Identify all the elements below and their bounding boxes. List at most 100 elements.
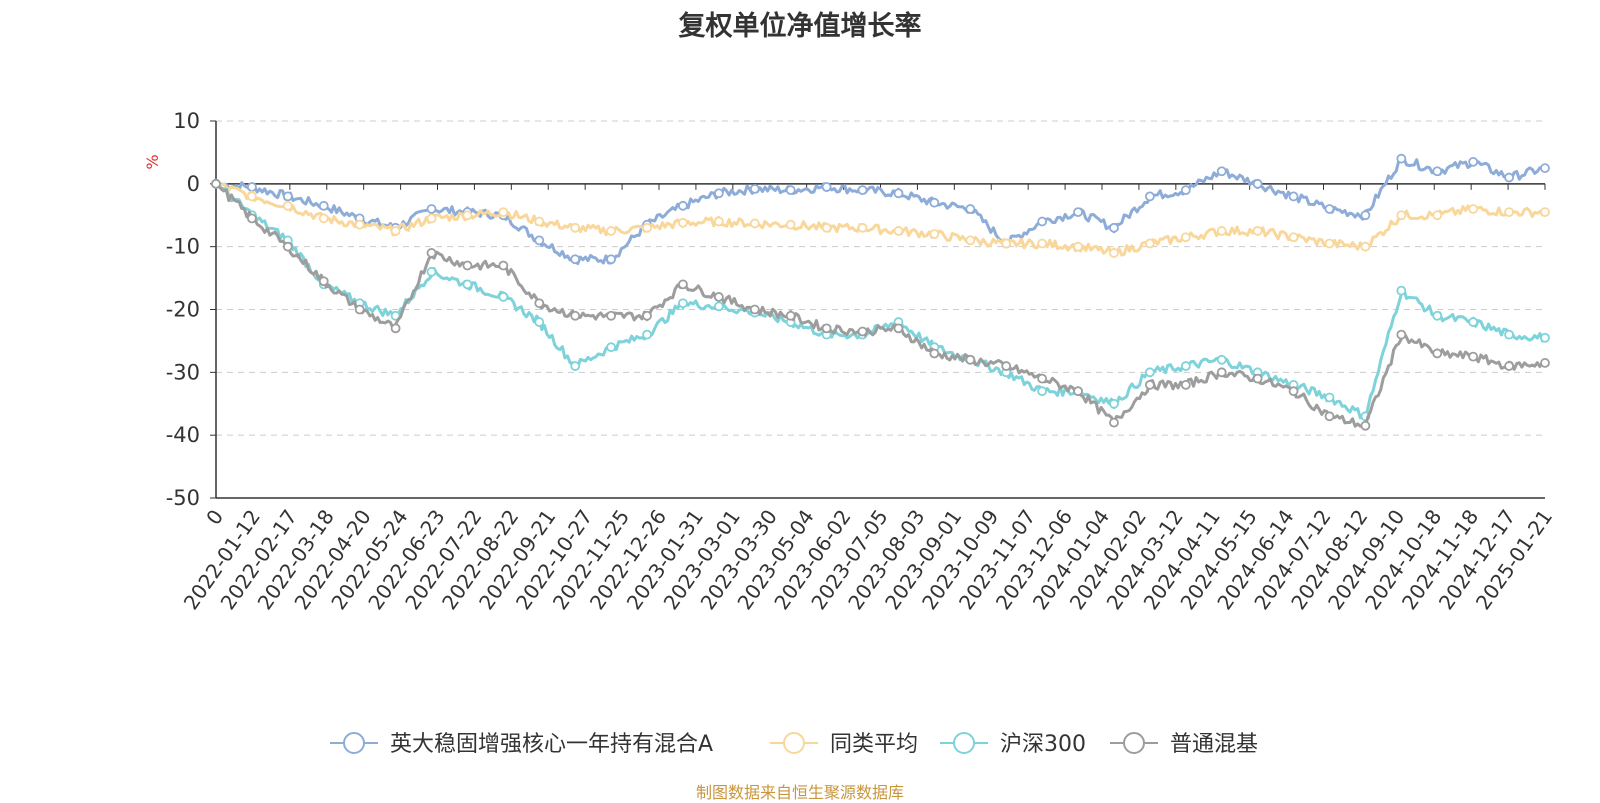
y-tick-label: 0	[187, 172, 200, 196]
data-point	[462, 279, 473, 290]
data-point	[1432, 166, 1443, 177]
data-point	[1144, 238, 1155, 249]
data-point	[1288, 232, 1299, 243]
data-point	[749, 218, 760, 229]
data-point	[929, 348, 940, 359]
data-point	[1180, 232, 1191, 243]
data-point	[1109, 398, 1119, 409]
data-point	[1468, 156, 1479, 167]
y-tick-label: -10	[166, 235, 200, 259]
data-point	[1324, 238, 1335, 249]
data-point	[1216, 354, 1227, 365]
data-point	[1468, 204, 1479, 214]
data-point	[1396, 285, 1407, 296]
data-point	[893, 188, 904, 199]
data-point	[1001, 238, 1012, 249]
data-point	[1432, 310, 1443, 321]
data-point	[318, 200, 329, 211]
legend-marker	[343, 732, 365, 754]
data-point	[1540, 332, 1550, 343]
data-point	[1540, 358, 1550, 368]
data-point	[821, 182, 832, 192]
data-point	[390, 226, 401, 236]
data-point	[426, 266, 437, 277]
data-point	[354, 304, 365, 315]
data-point	[534, 216, 545, 227]
series-line	[215, 154, 1546, 266]
data-point	[857, 326, 868, 337]
data-point	[893, 226, 904, 236]
data-point	[785, 219, 796, 230]
series-line	[215, 182, 1547, 421]
x-tick-label: 0	[201, 505, 228, 529]
data-point	[642, 310, 652, 321]
data-point	[426, 204, 437, 214]
data-point	[678, 200, 688, 211]
data-source-note: 制图数据来自恒生聚源数据库	[695, 783, 904, 802]
series-line	[215, 182, 1547, 257]
chart-title: 复权单位净值增长率	[678, 11, 922, 42]
data-point	[642, 222, 652, 233]
data-point	[1360, 420, 1371, 431]
data-point	[785, 185, 796, 196]
data-point	[426, 248, 437, 258]
data-point	[426, 213, 437, 224]
data-point	[282, 200, 293, 211]
data-point	[318, 276, 329, 287]
data-point	[1468, 317, 1479, 327]
y-tick-label: -20	[166, 298, 200, 322]
data-point	[965, 354, 976, 365]
data-point	[1432, 210, 1443, 221]
data-point	[1504, 329, 1514, 340]
data-point	[1396, 210, 1407, 221]
data-point	[1468, 351, 1479, 362]
data-point	[1037, 373, 1048, 384]
data-point	[1288, 386, 1299, 397]
data-point	[1252, 178, 1263, 189]
data-point	[929, 197, 940, 208]
data-point	[1073, 241, 1083, 252]
data-point	[713, 301, 724, 312]
data-point	[1216, 226, 1227, 236]
data-point	[749, 183, 760, 194]
y-axis-unit: %	[143, 154, 162, 169]
data-point	[965, 235, 976, 246]
legend-label: 沪深300	[1000, 732, 1086, 757]
data-point	[1037, 238, 1048, 249]
data-point	[282, 191, 293, 202]
data-point	[498, 292, 509, 302]
data-point	[462, 260, 473, 271]
data-point	[570, 254, 581, 265]
y-tick-label: -40	[166, 423, 200, 447]
data-point	[570, 222, 581, 233]
data-point	[1252, 226, 1263, 236]
data-point	[1396, 329, 1407, 340]
data-point	[1288, 191, 1299, 202]
data-point	[821, 222, 832, 233]
data-point	[1504, 172, 1514, 183]
data-point	[570, 361, 581, 371]
data-point	[247, 191, 257, 202]
y-tick-label: -30	[166, 360, 200, 384]
data-point	[390, 323, 401, 334]
data-point	[1504, 361, 1514, 371]
data-point	[354, 219, 365, 230]
data-point	[1037, 216, 1048, 227]
data-point	[1432, 348, 1443, 359]
legend-label: 普通混基	[1170, 732, 1258, 757]
data-point	[1180, 361, 1191, 371]
legend-label: 英大稳固增强核心一年持有混合A	[390, 732, 713, 757]
data-point	[1037, 386, 1048, 397]
data-point	[678, 279, 688, 290]
data-point	[1324, 411, 1335, 422]
data-point	[785, 310, 796, 321]
data-point	[1180, 379, 1191, 390]
data-point	[282, 241, 293, 252]
data-point	[857, 222, 868, 233]
data-point	[965, 204, 976, 214]
data-point	[821, 323, 832, 334]
legend-marker	[783, 732, 805, 754]
data-point	[534, 235, 545, 246]
data-point	[678, 217, 688, 228]
